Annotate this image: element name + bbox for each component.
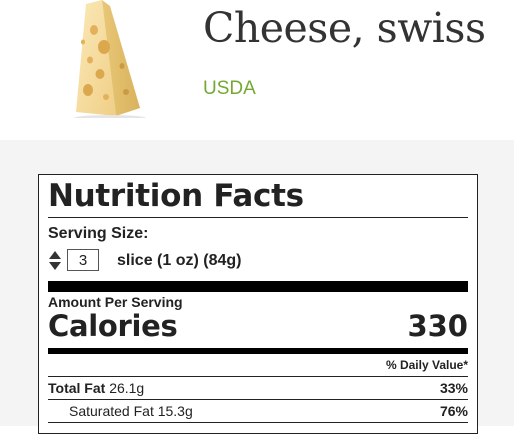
nutrient-amount: 26.1g <box>109 380 145 396</box>
medium-divider <box>48 348 468 354</box>
nutrient-name: Total Fat <box>48 380 106 396</box>
arrow-down-icon[interactable] <box>49 262 61 270</box>
swiss-cheese-icon <box>74 0 146 118</box>
quantity-stepper[interactable] <box>48 249 62 273</box>
arrow-up-icon[interactable] <box>49 251 61 259</box>
divider <box>48 422 468 423</box>
divider <box>48 399 468 400</box>
nutrient-amount: 15.3g <box>157 403 193 419</box>
calories-value: 330 <box>407 309 468 343</box>
source-link[interactable]: USDA <box>203 78 256 99</box>
nutrient-percent: 76% <box>439 403 468 419</box>
divider <box>48 376 468 377</box>
calories-label: Calories <box>48 309 178 343</box>
divider <box>48 217 468 218</box>
food-title: Cheese, swiss <box>203 4 486 52</box>
daily-value-header: % Daily Value* <box>385 358 468 372</box>
nutrition-facts-label: Nutrition Facts Serving Size: slice (1 o… <box>38 174 478 434</box>
nutrient-row-saturated-fat: Saturated Fat 15.3g <box>69 403 193 419</box>
amount-per-serving-label: Amount Per Serving <box>48 294 183 310</box>
nutrient-percent: 33% <box>439 380 468 396</box>
food-header: Cheese, swiss USDA <box>0 0 514 140</box>
serving-size-label: Serving Size: <box>48 225 149 242</box>
serving-quantity-input[interactable] <box>67 249 99 271</box>
nutrient-name: Saturated Fat <box>69 403 154 419</box>
nutrient-row-total-fat: Total Fat 26.1g <box>48 380 144 396</box>
nutrition-facts-title: Nutrition Facts <box>48 178 304 214</box>
serving-unit: slice (1 oz) (84g) <box>117 252 242 269</box>
thick-divider <box>48 281 468 292</box>
